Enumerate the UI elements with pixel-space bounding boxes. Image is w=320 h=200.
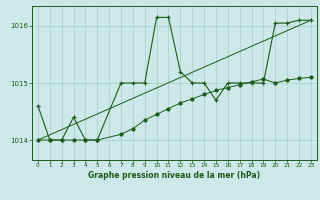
X-axis label: Graphe pression niveau de la mer (hPa): Graphe pression niveau de la mer (hPa) xyxy=(88,171,260,180)
